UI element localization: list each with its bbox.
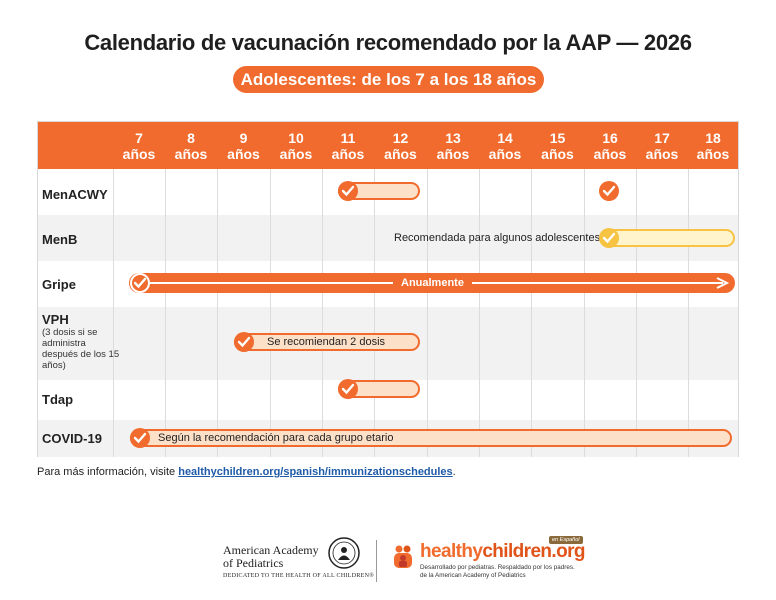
grid-line [688,169,689,457]
age-col-12: 12 años [384,130,417,162]
page-title: Calendario de vacunación recomendado por… [84,30,692,55]
aap-seal-icon [328,537,360,569]
grid-line [636,169,637,457]
check-icon [338,379,358,399]
grid-line [113,169,114,457]
more-info-link[interactable]: healthychildren.org/spanish/immunization… [178,466,453,478]
age-col-8: 8 años [174,130,208,162]
vph-bar-text: Se recomiendan 2 dosis [267,336,386,348]
age-col-11: 11 años [331,130,365,162]
en-espanol-badge: en Español [549,536,583,544]
grid-line [584,169,585,457]
check-icon [130,428,150,448]
family-logo-icon [394,545,412,568]
aap-logo: American Academy of Pediatrics DEDICATED… [223,543,375,580]
age-col-17: 17 años [645,130,679,162]
grid-line [427,169,428,457]
footnote-text: Para más información, visite [37,466,179,478]
table-header: 7 años 8 años 9 años 10 años 11 años 12 años 1… [38,122,738,169]
menb-bar [600,229,735,247]
grid-line [374,169,375,457]
grid-line [217,169,218,457]
grid-line [531,169,532,457]
age-col-14: 14 años [488,130,522,162]
grid-line [322,169,323,457]
menb-bar-text: Recomendada para algunos adolescentes [394,232,601,244]
covid-bar-text: Según la recomendación para cada grupo e… [158,432,394,444]
age-col-18: 18 años [696,130,730,162]
check-icon [599,181,619,201]
age-col-15: 15 años [541,130,574,162]
age-col-10: 10 años [279,130,313,162]
footnote: Para más información, visite healthychil… [37,466,456,478]
age-col-9: 9 años [227,130,260,162]
age-col-16: 16 años [593,130,627,162]
age-col-7: 7 años [122,130,156,162]
vaccine-label-vph: VPH [42,312,69,327]
check-icon [234,332,254,352]
grid-line [270,169,271,457]
logo-divider [376,540,377,582]
vph-note: (3 dosis si se administra después de los… [42,327,120,371]
age-range-badge: Adolescentes: de los 7 a los 18 años [233,66,544,93]
schedule-table: 7 años 8 años 9 años 10 años 11 años 12 años 1… [37,121,739,457]
gripe-bar-text: Anualmente [393,277,472,289]
healthychildren-logo: healthychildren.org Desarrollado por ped… [420,541,586,579]
check-icon [338,181,358,201]
vaccine-label-menacwy: MenACWY [42,187,108,202]
grid-line [165,169,166,457]
vaccine-label-tdap: Tdap [42,392,74,407]
check-icon [599,228,619,248]
vaccine-label-menb: MenB [42,232,78,247]
vaccine-label-gripe: Gripe [42,277,76,292]
grid-line [479,169,480,457]
vaccine-label-covid: COVID-19 [42,431,102,446]
age-col-13: 13 años [436,130,470,162]
check-icon [130,273,150,293]
